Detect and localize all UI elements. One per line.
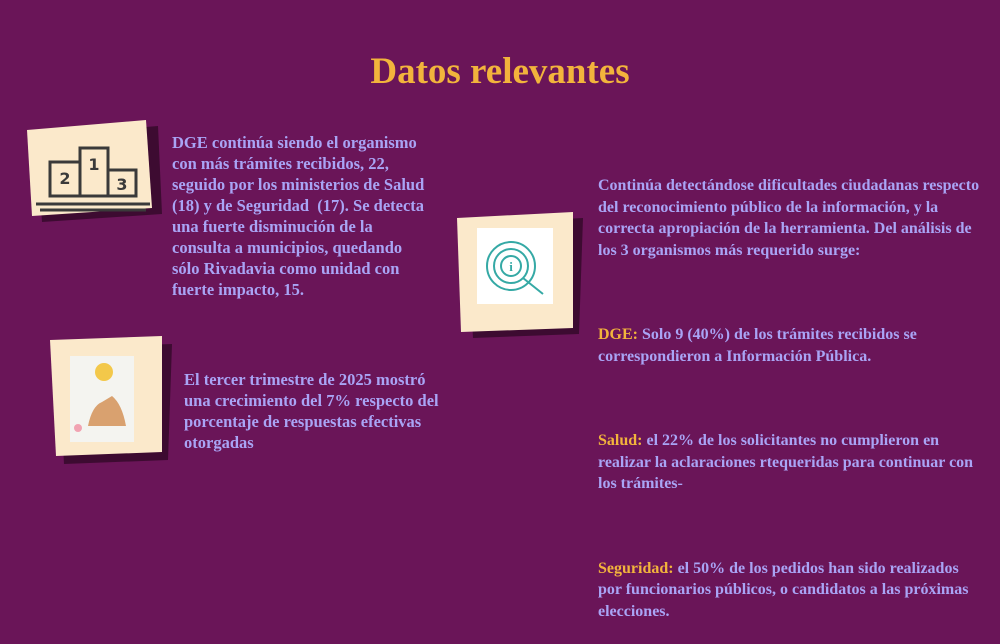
podium-note: 12 3 xyxy=(27,120,162,222)
paragraph: DGE continúa siendo el organismo con más… xyxy=(172,133,429,299)
item-text: Solo 9 (40%) de los trámites recibidos s… xyxy=(598,326,921,365)
paragraph: Continúa detectándose dificultades ciuda… xyxy=(598,177,984,259)
paragraph: El tercer trimestre de 2025 mostró una c… xyxy=(184,370,443,452)
right-column: Continúa detectándose dificultades ciuda… xyxy=(598,132,983,644)
item-text: el 22% de los solicitantes no cumplieron… xyxy=(598,432,978,492)
slide-title: Datos relevantes xyxy=(370,51,630,92)
item: Seguridad: el 50% de los pedidos han sid… xyxy=(598,558,983,623)
info-note: i xyxy=(457,212,583,338)
item-label: DGE: xyxy=(598,326,638,343)
svg-text:1: 1 xyxy=(88,155,99,174)
svg-text:i: i xyxy=(509,259,513,274)
thumbs-note xyxy=(50,336,172,464)
svg-text:3: 3 xyxy=(116,175,127,194)
item: DGE: Solo 9 (40%) de los trámites recibi… xyxy=(598,324,983,367)
svg-text:2: 2 xyxy=(59,169,70,188)
item: Salud: el 22% de los solicitantes no cum… xyxy=(598,430,983,495)
item-label: Salud: xyxy=(598,432,643,449)
item-label: Seguridad: xyxy=(598,559,674,577)
